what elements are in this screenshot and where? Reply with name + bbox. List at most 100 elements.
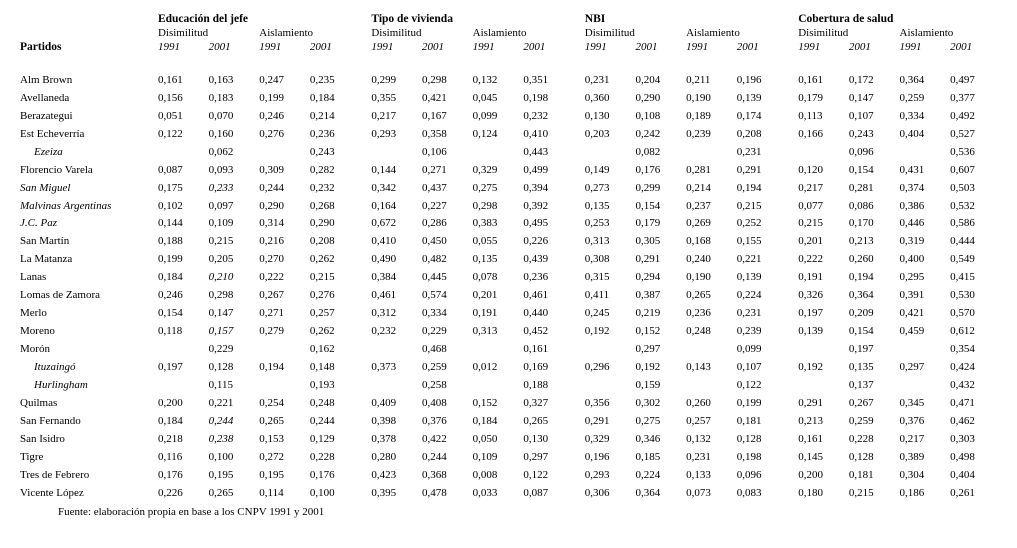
year-header: 2001 — [308, 40, 359, 54]
data-cell: 0,374 — [898, 180, 949, 198]
table-row: San Miguel0,1750,2330,2440,2320,3420,437… — [18, 180, 999, 198]
data-cell: 0,196 — [583, 449, 634, 467]
data-cell: 0,244 — [420, 449, 471, 467]
data-cell: 0,411 — [583, 287, 634, 305]
data-cell: 0,214 — [684, 180, 735, 198]
data-cell — [369, 144, 420, 162]
data-cell: 0,154 — [847, 162, 898, 180]
data-cell: 0,224 — [633, 467, 684, 485]
data-cell: 0,244 — [207, 413, 258, 431]
data-cell: 0,308 — [583, 251, 634, 269]
table-row: La Matanza0,1990,2050,2700,2620,4900,482… — [18, 251, 999, 269]
data-cell: 0,120 — [796, 162, 847, 180]
data-cell: 0,395 — [369, 485, 420, 503]
data-cell: 0,269 — [684, 215, 735, 233]
data-cell: 0,498 — [948, 449, 999, 467]
data-cell: 0,444 — [948, 233, 999, 251]
partido-name: Ituzaingó — [18, 359, 145, 377]
data-cell: 0,115 — [207, 377, 258, 395]
data-cell: 0,293 — [369, 126, 420, 144]
data-cell: 0,188 — [521, 377, 572, 395]
data-cell: 0,373 — [369, 359, 420, 377]
table-footer: Fuente: elaboración propia en base a los… — [18, 506, 999, 518]
data-cell: 0,290 — [257, 198, 308, 216]
table-row: Berazategui0,0510,0700,2460,2140,2170,16… — [18, 108, 999, 126]
data-cell: 0,549 — [948, 251, 999, 269]
data-cell: 0,179 — [796, 90, 847, 108]
data-cell: 0,156 — [156, 90, 207, 108]
data-cell: 0,248 — [684, 323, 735, 341]
data-cell: 0,329 — [471, 162, 522, 180]
data-cell: 0,490 — [369, 251, 420, 269]
data-cell: 0,135 — [471, 251, 522, 269]
partido-name: San Fernando — [18, 413, 145, 431]
data-cell: 0,086 — [847, 198, 898, 216]
data-cell: 0,446 — [898, 215, 949, 233]
data-cell: 0,304 — [898, 467, 949, 485]
data-cell: 0,201 — [796, 233, 847, 251]
data-cell: 0,231 — [735, 144, 786, 162]
data-cell: 0,271 — [420, 162, 471, 180]
data-cell: 0,303 — [948, 431, 999, 449]
table-body: Alm Brown0,1610,1630,2470,2350,2990,2980… — [18, 54, 999, 502]
data-cell: 0,008 — [471, 467, 522, 485]
data-cell: 0,296 — [583, 359, 634, 377]
table-row: Ituzaingó0,1970,1280,1940,1480,3730,2590… — [18, 359, 999, 377]
data-cell: 0,415 — [948, 269, 999, 287]
data-cell: 0,398 — [369, 413, 420, 431]
data-cell: 0,424 — [948, 359, 999, 377]
data-cell: 0,114 — [257, 485, 308, 503]
data-cell: 0,109 — [471, 449, 522, 467]
data-cell: 0,113 — [796, 108, 847, 126]
data-cell: 0,499 — [521, 162, 572, 180]
data-cell: 0,195 — [207, 467, 258, 485]
table-row: San Martín0,1880,2150,2160,2080,4100,450… — [18, 233, 999, 251]
data-cell: 0,305 — [633, 233, 684, 251]
data-cell: 0,410 — [521, 126, 572, 144]
sub-header: Disimilitud — [156, 26, 257, 40]
data-cell: 0,236 — [684, 305, 735, 323]
data-cell: 0,154 — [156, 305, 207, 323]
data-cell: 0,192 — [633, 359, 684, 377]
data-cell — [583, 341, 634, 359]
data-cell: 0,273 — [583, 180, 634, 198]
data-cell: 0,294 — [633, 269, 684, 287]
data-cell: 0,364 — [633, 485, 684, 503]
data-cell: 0,291 — [796, 395, 847, 413]
data-cell: 0,227 — [420, 198, 471, 216]
data-cell: 0,145 — [796, 449, 847, 467]
data-cell: 0,148 — [308, 359, 359, 377]
data-cell: 0,239 — [735, 323, 786, 341]
data-cell: 0,231 — [735, 305, 786, 323]
data-cell: 0,194 — [257, 359, 308, 377]
data-cell: 0,246 — [156, 287, 207, 305]
data-cell: 0,409 — [369, 395, 420, 413]
partido-name: La Matanza — [18, 251, 145, 269]
data-cell: 0,377 — [948, 90, 999, 108]
data-cell: 0,201 — [471, 287, 522, 305]
data-cell: 0,193 — [308, 377, 359, 395]
data-cell: 0,153 — [257, 431, 308, 449]
data-cell: 0,360 — [583, 90, 634, 108]
data-cell: 0,445 — [420, 269, 471, 287]
data-cell: 0,073 — [684, 485, 735, 503]
partido-name: Moreno — [18, 323, 145, 341]
data-cell — [471, 341, 522, 359]
data-cell: 0,186 — [898, 485, 949, 503]
data-cell: 0,607 — [948, 162, 999, 180]
data-cell: 0,143 — [684, 359, 735, 377]
table-row: Florencio Varela0,0870,0930,3090,2820,14… — [18, 162, 999, 180]
table-header: Educación del jefe Tipo de vivienda NBI … — [18, 12, 999, 54]
data-cell: 0,233 — [207, 180, 258, 198]
data-cell: 0,209 — [847, 305, 898, 323]
data-cell: 0,290 — [308, 215, 359, 233]
table-row: Moreno0,1180,1570,2790,2620,2320,2290,31… — [18, 323, 999, 341]
data-cell: 0,242 — [633, 126, 684, 144]
data-cell: 0,267 — [847, 395, 898, 413]
partido-name: Berazategui — [18, 108, 145, 126]
table-row: Quilmas0,2000,2210,2540,2480,4090,4080,1… — [18, 395, 999, 413]
group-header: Cobertura de salud — [796, 12, 999, 26]
data-cell: 0,191 — [796, 269, 847, 287]
data-cell: 0,243 — [847, 126, 898, 144]
data-cell: 0,211 — [684, 72, 735, 90]
